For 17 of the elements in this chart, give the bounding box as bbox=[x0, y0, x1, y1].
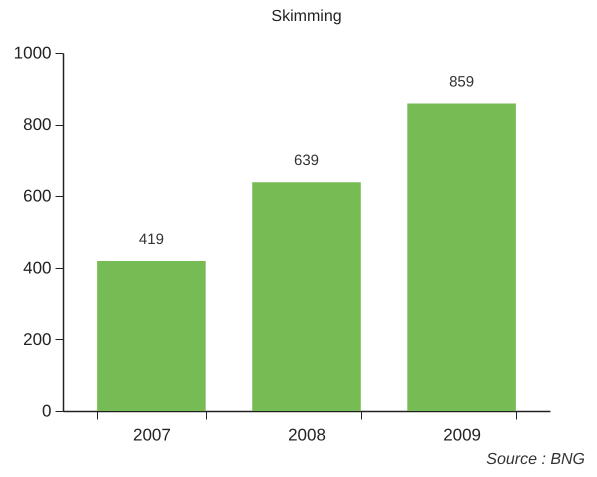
y-tick-label: 1000 bbox=[14, 44, 52, 62]
x-tick-label: 2007 bbox=[132, 426, 171, 444]
y-tick-label: 800 bbox=[23, 115, 52, 134]
data-label: 419 bbox=[138, 231, 164, 248]
bar bbox=[97, 261, 206, 411]
bar bbox=[252, 182, 361, 411]
bar bbox=[407, 103, 516, 411]
chart-title: Skimming bbox=[271, 8, 342, 25]
y-tick-label: 0 bbox=[42, 402, 52, 420]
y-tick-label: 400 bbox=[23, 258, 52, 278]
data-label: 859 bbox=[449, 73, 474, 90]
y-tick-label: 200 bbox=[23, 330, 52, 349]
y-tick-label: 600 bbox=[23, 186, 52, 206]
x-tick-label: 2009 bbox=[443, 426, 482, 444]
x-tick-label: 2008 bbox=[288, 426, 326, 444]
data-label: 639 bbox=[294, 152, 320, 170]
source-note: Source : BNG bbox=[486, 451, 585, 469]
